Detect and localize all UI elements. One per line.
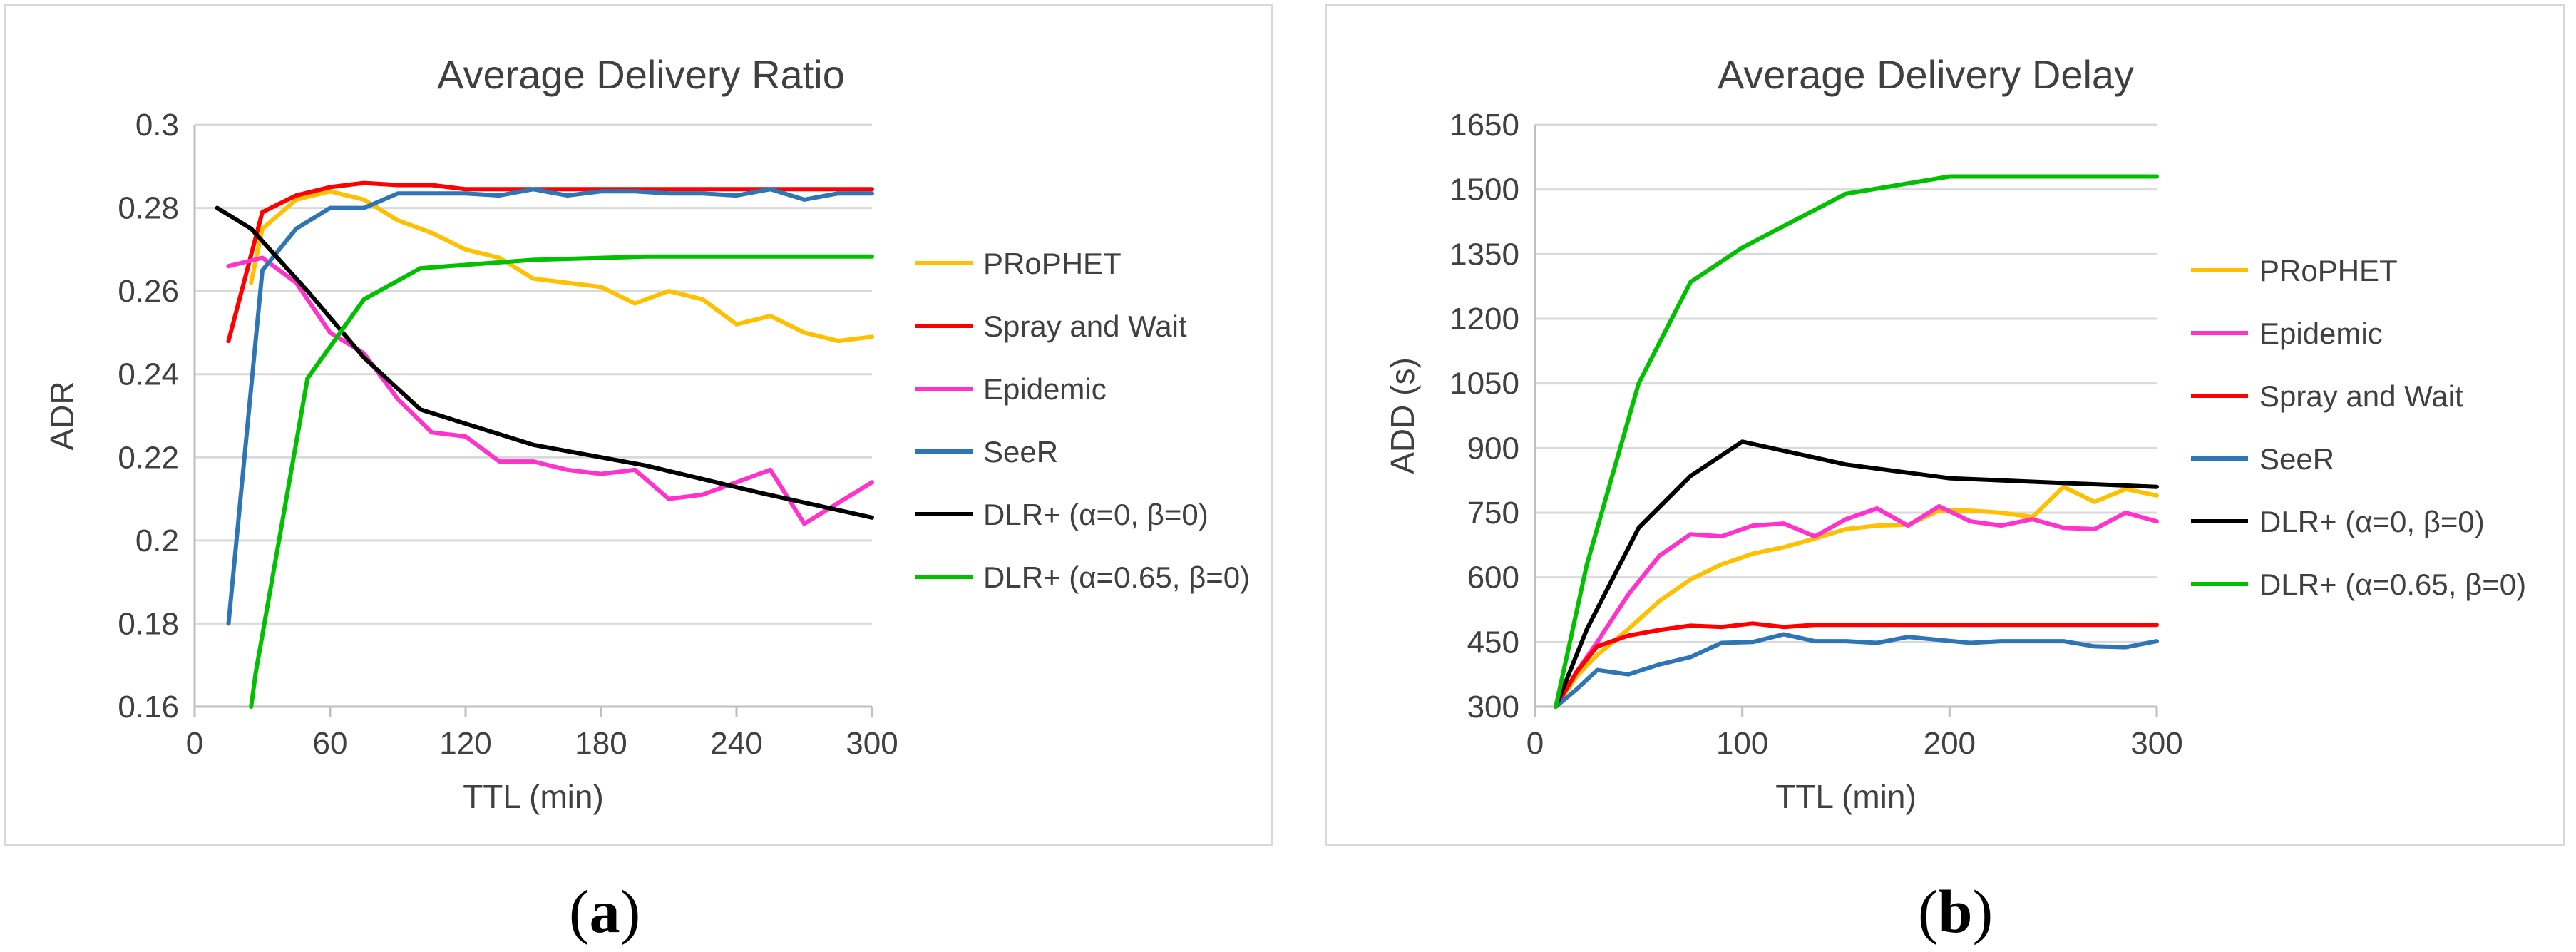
y-tick-label: 900 bbox=[1467, 431, 1519, 466]
x-tick-label: 300 bbox=[846, 726, 898, 761]
x-tick-label: 120 bbox=[439, 726, 491, 761]
chart-panel-add: 300 450 600 750 900 1050 1200 1350 1500 1650 0 100 2… bbox=[1325, 4, 2565, 846]
x-tick-label: 180 bbox=[575, 726, 627, 761]
series-line-epidemic bbox=[1554, 503, 2159, 709]
series-line-seer bbox=[1554, 632, 2159, 709]
legend-label: Epidemic bbox=[2259, 317, 2383, 350]
y-tick-label: 1050 bbox=[1449, 367, 1519, 401]
y-tick-label: 300 bbox=[1467, 690, 1519, 725]
series-line-dlr-0-0 bbox=[1554, 439, 2159, 709]
legend-label: SeeR bbox=[983, 435, 1058, 469]
y-tick-label: 0.28 bbox=[118, 191, 179, 226]
series-line-dlr-0-0 bbox=[215, 205, 874, 520]
x-tick-label: 200 bbox=[1924, 726, 1976, 761]
legend-label: PRoPHET bbox=[2259, 254, 2398, 287]
legend-label: Epidemic bbox=[983, 372, 1107, 406]
x-tick-label: 100 bbox=[1716, 726, 1768, 761]
y-tick-label: 1350 bbox=[1449, 237, 1519, 272]
y-tick-label: 0.22 bbox=[118, 440, 179, 475]
series-line-prophet bbox=[249, 189, 874, 344]
y-tick-label: 600 bbox=[1467, 561, 1519, 595]
adr-chart-svg: 0.16 0.18 0.2 0.22 0.24 0.26 0.28 0.3 0 60 120 180 2… bbox=[43, 52, 1250, 815]
x-tick-label: 240 bbox=[710, 726, 762, 761]
y-tick-label: 1500 bbox=[1449, 173, 1519, 208]
legend-label: Spray and Wait bbox=[2259, 379, 2463, 413]
y-tick-label: 0.2 bbox=[135, 523, 179, 558]
chart-title: Average Delivery Delay bbox=[1718, 52, 2134, 97]
series-line-dlr-0-65-0 bbox=[249, 254, 874, 709]
series-line-dlr-0-65-0 bbox=[1554, 174, 2159, 709]
x-axis-label: TTL (min) bbox=[1775, 778, 1916, 815]
legend-label: DLR+ (α=0.65, β=0) bbox=[983, 561, 1250, 594]
x-tick-label: 300 bbox=[2130, 726, 2182, 761]
x-axis-label: TTL (min) bbox=[463, 778, 604, 815]
y-tick-label: 0.18 bbox=[118, 606, 179, 641]
x-tick-label: 60 bbox=[313, 726, 348, 761]
add-chart-svg: 300 450 600 750 900 1050 1200 1350 1500 1650 0 100 2… bbox=[1384, 52, 2526, 815]
y-tick-label: 1650 bbox=[1449, 108, 1519, 143]
y-tick-label: 450 bbox=[1467, 625, 1519, 660]
y-axis-label: ADD (s) bbox=[1384, 357, 1421, 474]
series-line-epidemic bbox=[226, 255, 874, 526]
y-tick-label: 0.24 bbox=[118, 357, 179, 392]
y-tick-label: 0.3 bbox=[135, 108, 179, 143]
chart-panel-adr: 0.16 0.18 0.2 0.22 0.24 0.26 0.28 0.3 0 60 120 180 2… bbox=[4, 4, 1273, 846]
caption-b: (b) bbox=[1918, 877, 1993, 946]
legend-label: SeeR bbox=[2259, 442, 2334, 476]
series-line-prophet bbox=[1554, 484, 2159, 709]
y-tick-label: 0.26 bbox=[118, 274, 179, 309]
legend-label: DLR+ (α=0.65, β=0) bbox=[2259, 568, 2526, 601]
legend-label: DLR+ (α=0, β=0) bbox=[2259, 505, 2485, 538]
y-tick-label: 0.16 bbox=[118, 690, 179, 725]
legend-label: DLR+ (α=0, β=0) bbox=[983, 498, 1209, 531]
x-tick-label: 0 bbox=[1526, 726, 1544, 761]
chart-title: Average Delivery Ratio bbox=[437, 52, 845, 97]
caption-a: (a) bbox=[569, 877, 641, 946]
series-line-spray-and-wait bbox=[1554, 621, 2159, 709]
series-line-seer bbox=[226, 187, 874, 626]
legend-label: Spray and Wait bbox=[983, 309, 1187, 343]
x-tick-label: 0 bbox=[186, 726, 203, 761]
y-tick-label: 750 bbox=[1467, 496, 1519, 531]
y-axis-label: ADR bbox=[43, 381, 81, 450]
legend-label: PRoPHET bbox=[983, 247, 1122, 280]
y-tick-label: 1200 bbox=[1449, 302, 1519, 337]
